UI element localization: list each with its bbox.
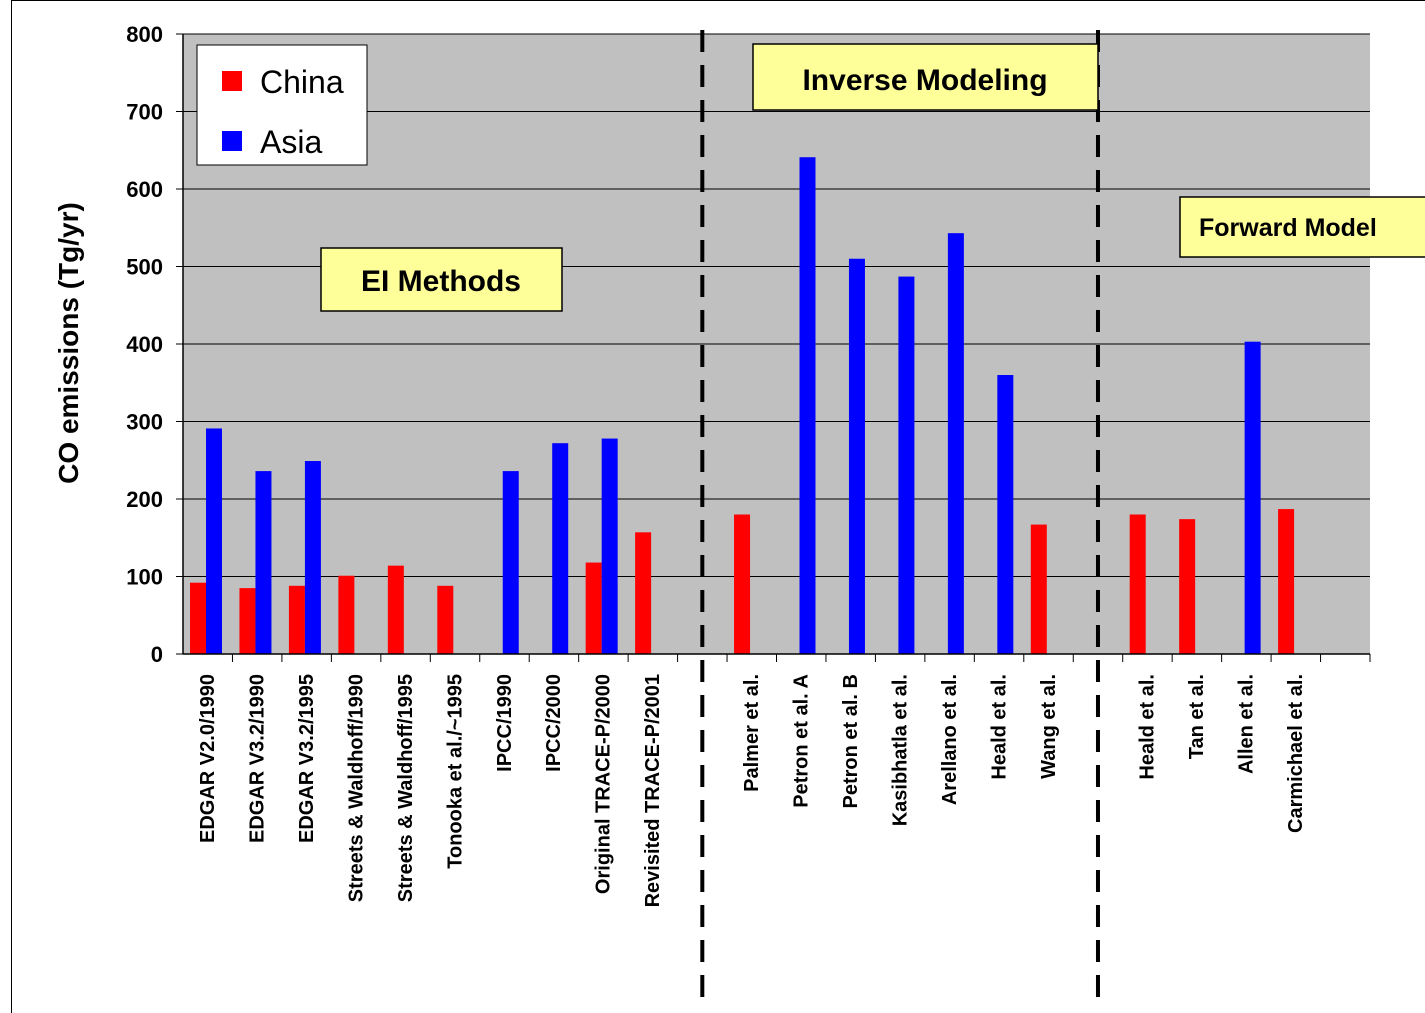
y-tick-label: 800: [126, 22, 163, 47]
svg-text:Inverse Modeling: Inverse Modeling: [802, 64, 1047, 97]
x-category-label: Petron et al. B: [840, 674, 862, 808]
legend-label-asia: Asia: [260, 124, 322, 160]
legend-swatch-asia: [222, 131, 242, 151]
x-category-label: Streets & Waldhoff/1990: [345, 674, 367, 902]
bar-china: [635, 532, 652, 654]
bar-asia: [848, 258, 865, 654]
x-category-label: Streets & Waldhoff/1995: [395, 674, 417, 902]
x-category-label: Heald et al.: [1137, 674, 1159, 780]
x-category-label: Original TRACE-P/2000: [593, 674, 615, 894]
annotation-ei-methods: EI Methods: [320, 247, 563, 312]
chart-frame: [11, 0, 1425, 1013]
x-category-label: Heald et al.: [988, 674, 1010, 780]
x-category-label: IPCC/2000: [543, 674, 565, 772]
y-tick-label: 300: [126, 410, 163, 435]
bar-china: [387, 565, 404, 654]
y-tick-label: 100: [126, 565, 163, 590]
y-tick-label: 400: [126, 332, 163, 357]
x-category-label: Allen et al.: [1236, 674, 1258, 774]
bar-asia: [502, 471, 519, 654]
bar-asia: [601, 438, 618, 654]
bar-china: [1129, 514, 1146, 654]
bar-asia: [255, 471, 272, 654]
x-category-label: Wang et al.: [1038, 674, 1060, 779]
bar-asia: [947, 233, 964, 655]
bar-asia: [997, 375, 1014, 654]
x-category-label: Tan et al.: [1186, 674, 1208, 759]
legend-swatch-china: [222, 71, 242, 91]
y-tick-label: 200: [126, 487, 163, 512]
bar-china: [1179, 519, 1196, 654]
svg-text:Forward Model: Forward Model: [1199, 214, 1377, 242]
bar-china: [437, 585, 454, 654]
bar-china: [585, 562, 602, 654]
bar-china: [1030, 524, 1047, 654]
bar-asia: [1244, 341, 1261, 654]
bar-asia: [898, 276, 915, 654]
bar-asia: [304, 461, 321, 654]
x-category-label: Tonooka et al./~1995: [444, 674, 466, 869]
y-axis-title: CO emissions (Tg/yr): [53, 202, 84, 484]
y-tick-label: 0: [151, 642, 163, 667]
legend-label-china: China: [260, 64, 344, 100]
x-category-label: IPCC/1990: [494, 674, 516, 772]
legend: China Asia: [196, 44, 368, 166]
annotation-inverse-modeling: Inverse Modeling: [752, 43, 1099, 111]
x-category-label: Arellano et al.: [939, 674, 961, 805]
x-category-label: Revisited TRACE-P/2001: [642, 674, 664, 907]
x-category-label: Palmer et al.: [741, 674, 763, 792]
x-category-label: EDGAR V2.0/1990: [197, 674, 219, 843]
x-category-label: Carmichael et al.: [1285, 674, 1307, 833]
bar-china: [734, 514, 751, 654]
bar-china: [190, 582, 206, 654]
annotation-forward-model: Forward Model: [1179, 196, 1425, 258]
bar-china: [239, 588, 256, 654]
bar-china: [288, 585, 305, 654]
bar-asia: [552, 443, 569, 654]
bar-china: [1278, 509, 1295, 654]
bar-china: [338, 575, 355, 654]
svg-text:EI Methods: EI Methods: [361, 265, 521, 298]
y-tick-label: 700: [126, 100, 163, 125]
x-category-label: EDGAR V3.2/1995: [296, 674, 318, 843]
y-tick-label: 600: [126, 177, 163, 202]
bar-asia: [206, 428, 222, 654]
x-category-label: Kasibhatla et al.: [889, 674, 911, 826]
bar-asia: [799, 157, 816, 654]
x-category-label: EDGAR V3.2/1990: [246, 674, 268, 843]
y-tick-label: 500: [126, 255, 163, 280]
x-category-label: Petron et al. A: [791, 674, 813, 808]
